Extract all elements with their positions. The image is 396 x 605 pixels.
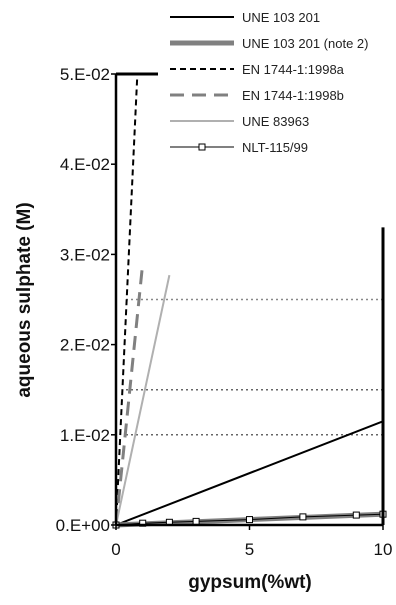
y-tick-label-2: 2.E-02 — [60, 336, 110, 355]
series-line-2 — [116, 74, 137, 525]
series-5-point-4 — [247, 517, 253, 523]
series-5-point-3 — [193, 518, 199, 524]
legend-marker-5 — [199, 144, 205, 150]
x-tick-label-2: 10 — [374, 540, 393, 559]
series-5-point-5 — [300, 514, 306, 520]
y-tick-label-4: 4.E-02 — [60, 155, 110, 174]
legend-label-3: EN 1744-1:1998b — [242, 88, 344, 103]
x-axis-title: gypsum(%wt) — [188, 572, 312, 593]
y-tick-labels: 0.E+00 1.E-02 2.E-02 3.E-02 4.E-02 5.E-02 — [56, 65, 110, 535]
legend: UNE 103 201 UNE 103 201 (note 2) EN 1744-1… — [170, 10, 368, 155]
series-line-4 — [116, 275, 169, 525]
legend-label-4: UNE 83963 — [242, 114, 309, 129]
x-tick-label-0: 0 — [111, 540, 120, 559]
y-tick-label-0: 0.E+00 — [56, 516, 110, 535]
x-tick-labels: 0 5 10 — [111, 540, 392, 559]
reference-lines — [126, 300, 383, 435]
x-tick-label-1: 5 — [245, 540, 254, 559]
legend-label-5: NLT-115/99 — [242, 140, 308, 155]
y-tick-label-1: 1.E-02 — [60, 426, 110, 445]
y-tick-label-3: 3.E-02 — [60, 245, 110, 264]
y-tick-label-5: 5.E-02 — [60, 65, 110, 84]
y-axis-title: aqueous sulphate (M) — [14, 202, 35, 397]
legend-label-2: EN 1744-1:1998a — [242, 62, 345, 77]
legend-label-0: UNE 103 201 — [242, 10, 320, 25]
series-5-point-6 — [353, 512, 359, 518]
series-line-3 — [116, 263, 143, 525]
series-line-0 — [116, 421, 383, 525]
legend-label-1: UNE 103 201 (note 2) — [242, 36, 368, 51]
